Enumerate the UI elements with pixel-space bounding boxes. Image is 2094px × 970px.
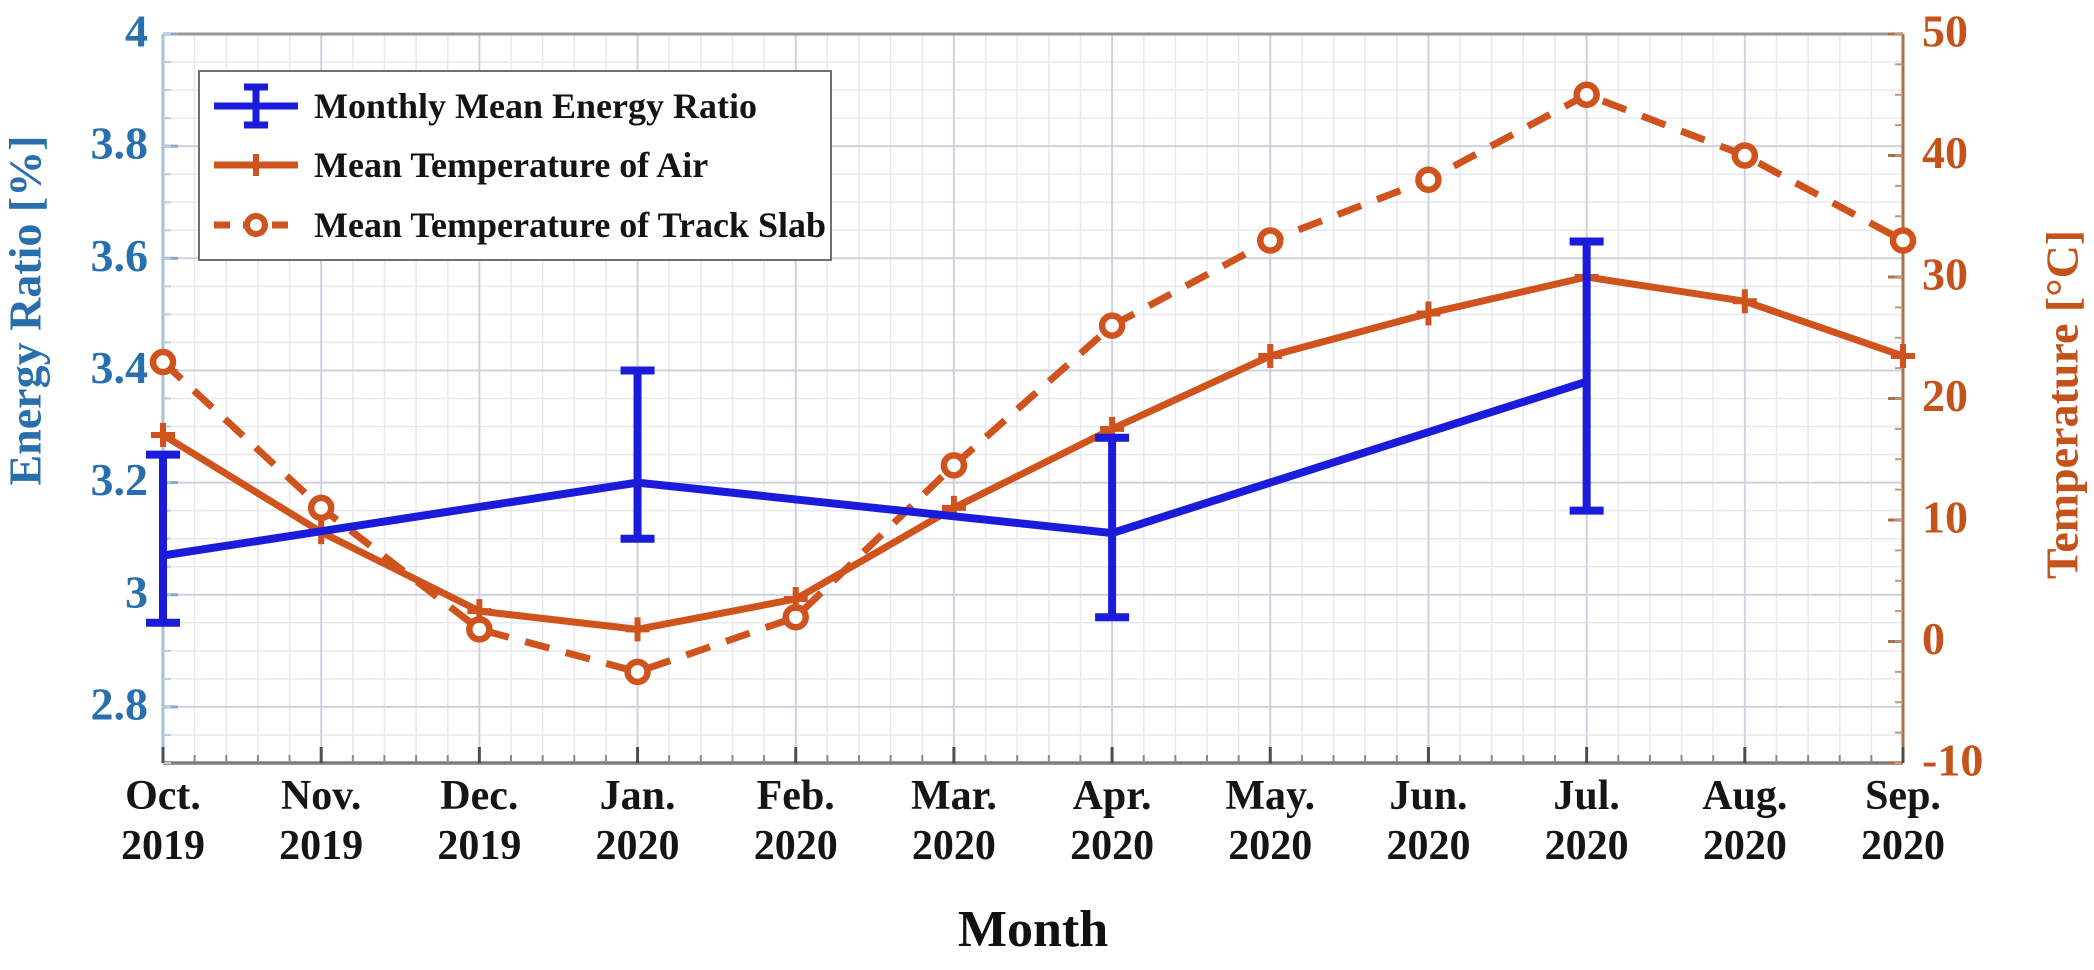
x-tick-label: Nov. 2019 [279, 773, 364, 869]
track-slab-marker [149, 348, 177, 376]
x-tick-label: Oct. 2019 [121, 773, 205, 869]
y-left-tick-label: 3.6 [91, 230, 149, 281]
series-air-temperature [151, 265, 1915, 642]
y-axis-left-title: Energy Ratio [%] [0, 135, 51, 486]
y-right-tick-label: -10 [1922, 735, 1983, 786]
track-slab-marker [1098, 312, 1126, 339]
track-slab-marker [307, 494, 335, 522]
x-tick-label: Apr. 2020 [1070, 773, 1155, 869]
legend-item-energy-ratio: Monthly Mean Energy Ratio [212, 83, 830, 129]
air-line-plus-swatch-icon [214, 154, 298, 177]
y-left-tick-label: 3.4 [91, 342, 149, 393]
x-tick-label: Mar. 2020 [910, 773, 997, 869]
y-right-tick-label: 20 [1922, 370, 1968, 421]
track-slab-marker [1573, 81, 1600, 108]
x-tick-label: Jun. 2020 [1386, 773, 1471, 869]
x-tick-label: Dec. 2019 [437, 773, 522, 869]
track-slab-marker [624, 658, 651, 686]
legend-label: Mean Temperature of Air [314, 145, 709, 186]
track-slab-line [160, 90, 1905, 676]
x-axis-title: Month [957, 901, 1109, 958]
y-right-tick-label: 10 [1922, 492, 1968, 543]
series-energy-ratio [146, 237, 1604, 627]
x-tick-label: Sep. 2020 [1861, 773, 1945, 869]
track-slab-marker [1415, 166, 1442, 194]
legend-swatch-shape [244, 213, 268, 238]
x-tick-label: Jul. 2020 [1544, 773, 1629, 869]
axis-ticks [161, 32, 1905, 765]
energy-errorbar-swatch-icon [214, 83, 298, 129]
track-slab-marker [1731, 142, 1759, 169]
y-right-tick-label: 0 [1922, 613, 1945, 664]
y-left-tick-label: 2.8 [91, 678, 149, 729]
legend-label: Monthly Mean Energy Ratio [314, 85, 757, 126]
y-left-tick-label: 3 [125, 566, 148, 617]
x-tick-label: Jan. 2020 [595, 773, 680, 869]
energy-ratio-line [162, 377, 1588, 560]
tick-labels: 4 3.8 3.6 3.4 3.2 3 2.8 50 40 30 20 10 0 -10 [91, 6, 1984, 786]
y-left-tick-label: 3.2 [91, 454, 149, 505]
y-axis-right-title: Temperature [°C] [2036, 229, 2088, 580]
track-slab-marker [1889, 227, 1917, 254]
legend-item-air-temperature: Mean Temperature of Air [212, 142, 830, 188]
x-tick-label: Feb. 2020 [753, 773, 838, 869]
x-tick-label: Aug. 2020 [1702, 773, 1788, 869]
x-tick-label: May. 2020 [1225, 773, 1316, 869]
track-slab-marker [940, 452, 968, 479]
y-left-tick-label: 4 [125, 6, 148, 57]
y-left-tick-label: 3.8 [91, 118, 149, 169]
y-right-tick-label: 50 [1922, 6, 1968, 57]
legend-item-track-slab-temperature: Mean Temperature of Track Slab [212, 202, 830, 248]
legend: Monthly Mean Energy Ratio Mean Temperatu… [198, 70, 832, 261]
y-right-tick-label: 40 [1922, 127, 1968, 178]
legend-label: Mean Temperature of Track Slab [314, 205, 826, 246]
track-slab-marker [1257, 227, 1284, 254]
y-right-tick-label: 30 [1922, 249, 1968, 300]
air-temperature-line [161, 273, 1905, 633]
slab-dashed-circle-swatch-icon [214, 213, 298, 238]
